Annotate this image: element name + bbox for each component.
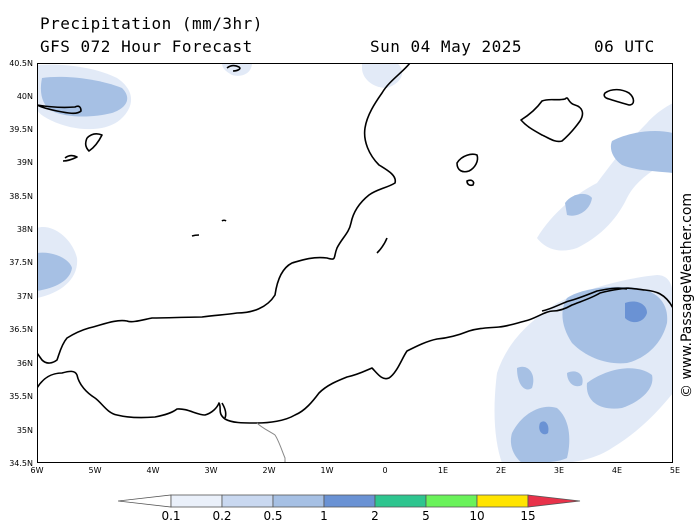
map-border	[37, 63, 673, 463]
legend-label: 0.5	[263, 509, 283, 523]
legend-label: 15	[520, 509, 536, 523]
watermark-text: © www.PassageWeather.com	[679, 193, 695, 398]
legend-arrow-left	[118, 494, 172, 508]
lat-label: 35.5N	[9, 392, 33, 401]
lat-label: 34.5N	[9, 459, 33, 468]
lat-label: 36.5N	[9, 325, 33, 334]
forecast-time: 06 UTC	[594, 37, 655, 56]
lat-label: 40N	[16, 92, 33, 101]
lat-label: 39.5N	[9, 125, 33, 134]
precip-heavy-areas	[539, 301, 647, 435]
lon-label: 1W	[320, 466, 334, 475]
forecast-date: Sun 04 May 2025	[370, 37, 522, 56]
legend-swatch	[170, 494, 223, 508]
legend-swatch	[272, 494, 325, 508]
legend-arrow-right	[527, 494, 581, 508]
legend-label: 10	[469, 509, 485, 523]
lon-label: 1E	[437, 466, 449, 475]
lat-label: 39N	[16, 158, 33, 167]
legend-swatch	[221, 494, 274, 508]
lon-label: 5W	[88, 466, 102, 475]
map-title: Precipitation (mm/3hr)	[40, 14, 263, 33]
lat-label: 38N	[16, 225, 33, 234]
legend-label: 1	[320, 509, 328, 523]
lat-label: 38.5N	[9, 192, 33, 201]
lat-label: 40.5N	[9, 59, 33, 68]
legend-label: 0.1	[161, 509, 181, 523]
legend-swatch	[374, 494, 427, 508]
lon-label: 3W	[204, 466, 218, 475]
border-line	[256, 422, 286, 463]
lat-label: 36N	[16, 359, 33, 368]
lon-label: 5E	[669, 466, 681, 475]
watermark: © www.PassageWeather.com	[679, 193, 695, 398]
legend-label: 2	[371, 509, 379, 523]
lon-label: 6W	[30, 466, 44, 475]
legend-label: 5	[422, 509, 430, 523]
lon-label: 4E	[611, 466, 623, 475]
lon-label: 2W	[262, 466, 276, 475]
legend-label: 0.2	[212, 509, 232, 523]
lat-label: 37N	[16, 292, 33, 301]
coastlines	[37, 63, 673, 424]
lon-label: 0	[382, 466, 388, 475]
lat-label: 35N	[16, 426, 33, 435]
precip-mid-areas	[37, 76, 673, 463]
lon-label: 4W	[146, 466, 160, 475]
lon-label: 3E	[553, 466, 565, 475]
legend-swatches	[170, 494, 529, 508]
legend-colorbar	[118, 494, 581, 508]
legend-swatch	[425, 494, 478, 508]
forecast-subtitle: GFS 072 Hour Forecast	[40, 37, 253, 56]
lat-label: 37.5N	[9, 258, 33, 267]
lon-label: 2E	[495, 466, 507, 475]
legend-swatch	[476, 494, 529, 508]
precipitation-map	[37, 63, 673, 463]
legend-swatch	[323, 494, 376, 508]
